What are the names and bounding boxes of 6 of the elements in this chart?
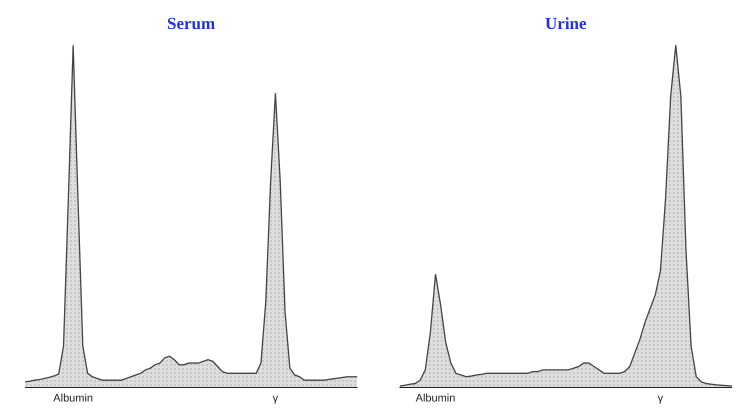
x-tick-label: γ — [658, 392, 664, 404]
chart-title: Serum — [167, 14, 216, 33]
x-tick-label: γ — [272, 392, 279, 404]
chart-title: Urine — [545, 14, 587, 33]
x-tick-label: Albumin — [53, 392, 94, 404]
x-tick-label: Albumin — [416, 392, 456, 404]
